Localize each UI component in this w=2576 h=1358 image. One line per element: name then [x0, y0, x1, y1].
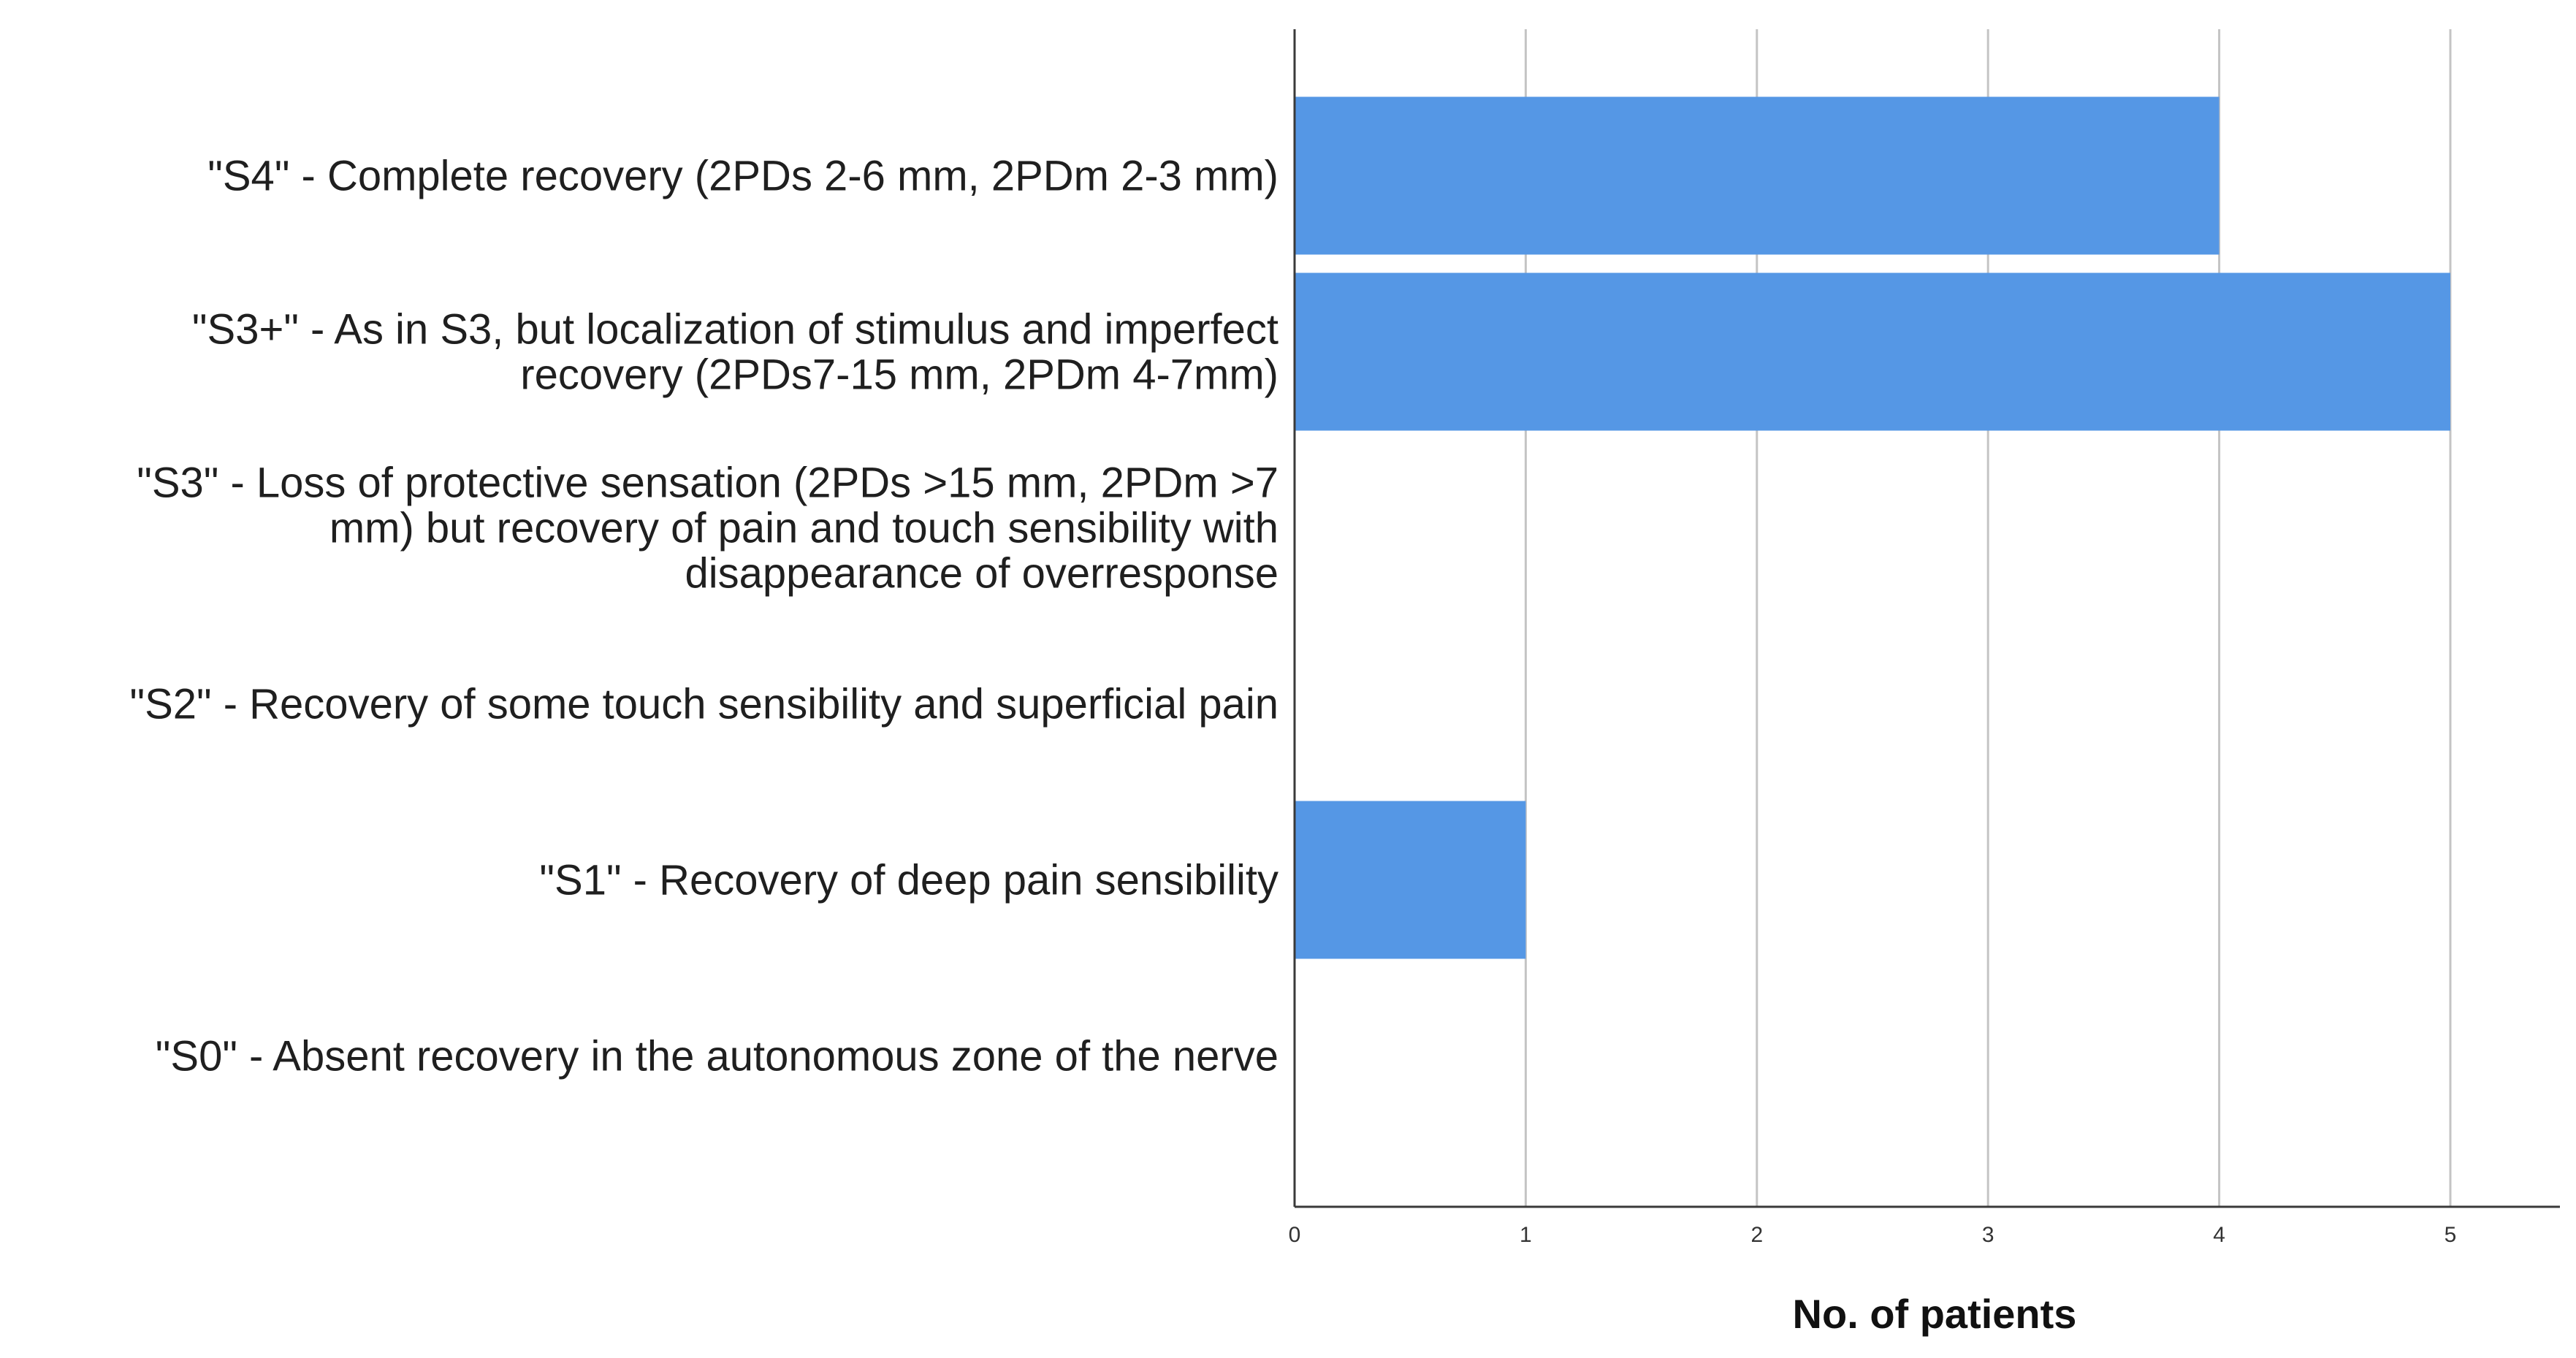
category-label-4: "S1" - Recovery of deep pain sensibility [539, 857, 1279, 904]
category-label-line: disappearance of overresponse [685, 550, 1279, 598]
category-label-line: mm) but recovery of pain and touch sensi… [329, 505, 1279, 552]
x-tick-label: 4 [2213, 1223, 2225, 1247]
category-label-2: "S3" - Loss of protective sensation (2PD… [137, 459, 1279, 598]
axes [1293, 29, 2560, 1208]
x-tick-label: 3 [1982, 1223, 1994, 1247]
category-label-5: "S0" - Absent recovery in the autonomous… [156, 1033, 1279, 1080]
category-label-line: "S4" - Complete recovery (2PDs 2-6 mm, 2… [207, 153, 1279, 200]
category-label-line: "S1" - Recovery of deep pain sensibility [539, 857, 1279, 904]
category-label-line: recovery (2PDs7-15 mm, 2PDm 4-7mm) [520, 351, 1279, 399]
category-label-3: "S2" - Recovery of some touch sensibilit… [130, 681, 1279, 728]
category-labels: "S4" - Complete recovery (2PDs 2-6 mm, 2… [130, 153, 1279, 1080]
category-label-line: "S0" - Absent recovery in the autonomous… [156, 1033, 1279, 1080]
category-label-line: "S3+" - As in S3, but localization of st… [192, 306, 1279, 354]
x-tick-label: 1 [1520, 1223, 1532, 1247]
category-label-1: "S3+" - As in S3, but localization of st… [192, 306, 1279, 399]
category-label-line: "S2" - Recovery of some touch sensibilit… [130, 681, 1279, 728]
bar-1 [1295, 272, 2450, 431]
x-tick-label: 5 [2444, 1223, 2457, 1247]
x-tick-label: 0 [1289, 1223, 1301, 1247]
x-tick-labels: 0 1 2 3 4 5 [1289, 1223, 2457, 1247]
x-axis-title: No. of patients [1793, 1291, 2077, 1337]
bars [1295, 96, 2450, 959]
category-label-0: "S4" - Complete recovery (2PDs 2-6 mm, 2… [207, 153, 1279, 200]
bar-4 [1295, 801, 1526, 959]
x-tick-label: 2 [1750, 1223, 1763, 1247]
bar-0 [1295, 96, 2219, 255]
category-label-line: "S3" - Loss of protective sensation (2PD… [137, 459, 1279, 507]
